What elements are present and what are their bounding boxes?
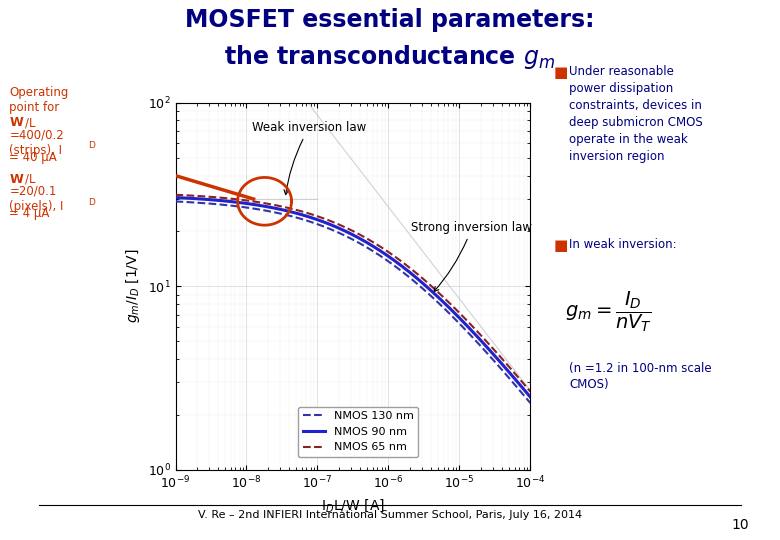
Text: ■: ■ <box>554 238 568 253</box>
Text: = 40 μA: = 40 μA <box>9 151 57 164</box>
Text: the transconductance $g_m$: the transconductance $g_m$ <box>225 43 555 71</box>
Text: =400/0.2
(strips), I: =400/0.2 (strips), I <box>9 129 64 157</box>
Text: W: W <box>9 116 23 129</box>
Text: (n =1.2 in 100-nm scale
CMOS): (n =1.2 in 100-nm scale CMOS) <box>569 362 712 391</box>
Text: /L: /L <box>25 116 35 129</box>
Text: MOSFET essential parameters:: MOSFET essential parameters: <box>186 8 594 32</box>
Text: Strong inversion law: Strong inversion law <box>411 221 533 292</box>
Text: D: D <box>88 141 95 151</box>
Text: 10: 10 <box>731 518 749 532</box>
Text: Under reasonable
power dissipation
constraints, devices in
deep submicron CMOS
o: Under reasonable power dissipation const… <box>569 65 703 163</box>
X-axis label: I$_D$L/W [A]: I$_D$L/W [A] <box>321 497 385 514</box>
Text: D: D <box>88 198 95 207</box>
Text: =20/0.1
(pixels), I: =20/0.1 (pixels), I <box>9 185 64 213</box>
Text: Operating
point for: Operating point for <box>9 86 69 114</box>
Text: V. Re – 2nd INFIERI International Summer School, Paris, July 16, 2014: V. Re – 2nd INFIERI International Summer… <box>198 510 582 521</box>
Text: In weak inversion:: In weak inversion: <box>569 238 677 251</box>
Text: ■: ■ <box>554 65 568 80</box>
Text: = 4 μA: = 4 μA <box>9 207 50 220</box>
Text: W: W <box>9 173 23 186</box>
Y-axis label: $g_m$/$I_D$ [1/V]: $g_m$/$I_D$ [1/V] <box>124 249 142 323</box>
Text: /L: /L <box>25 173 35 186</box>
Text: Weak inversion law: Weak inversion law <box>252 121 367 194</box>
Legend: NMOS 130 nm, NMOS 90 nm, NMOS 65 nm: NMOS 130 nm, NMOS 90 nm, NMOS 65 nm <box>298 407 418 457</box>
Text: $g_m = \dfrac{I_D}{nV_T}$: $g_m = \dfrac{I_D}{nV_T}$ <box>565 289 652 334</box>
